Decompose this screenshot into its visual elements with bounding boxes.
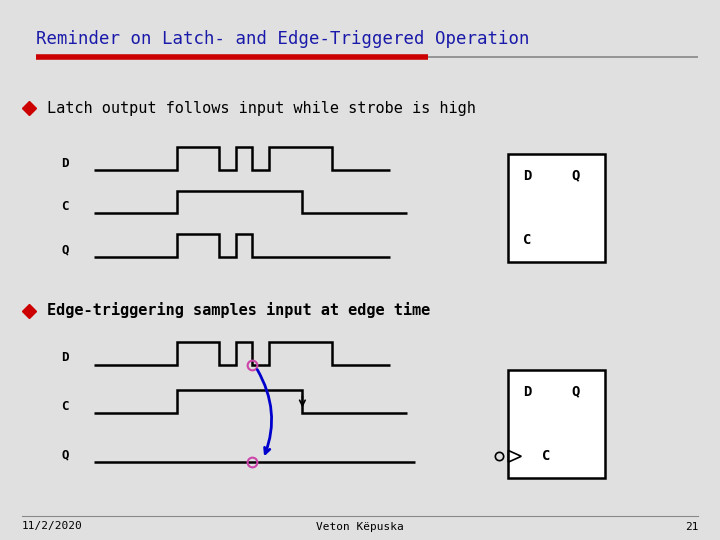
Text: Reminder on Latch- and Edge-Triggered Operation: Reminder on Latch- and Edge-Triggered Op…	[36, 30, 529, 48]
Text: C: C	[61, 400, 68, 413]
Text: D: D	[523, 384, 532, 399]
Text: C: C	[61, 200, 68, 213]
Text: 11/2/2020: 11/2/2020	[22, 522, 82, 531]
Text: Latch output follows input while strobe is high: Latch output follows input while strobe …	[47, 100, 476, 116]
Text: C: C	[523, 233, 532, 247]
Text: D: D	[61, 351, 68, 364]
Bar	[508, 370, 605, 478]
Text: Q: Q	[571, 384, 580, 399]
Bar	[508, 154, 605, 262]
Text: D: D	[523, 168, 532, 183]
Text: D: D	[61, 157, 68, 170]
Text: Veton Këpuska: Veton Këpuska	[316, 522, 404, 531]
Text: Edge-triggering samples input at edge time: Edge-triggering samples input at edge ti…	[47, 302, 430, 319]
Text: Q: Q	[61, 243, 68, 256]
Text: Q: Q	[571, 168, 580, 183]
Text: 21: 21	[685, 522, 698, 531]
Text: Q: Q	[61, 448, 68, 461]
Text: C: C	[542, 449, 551, 463]
